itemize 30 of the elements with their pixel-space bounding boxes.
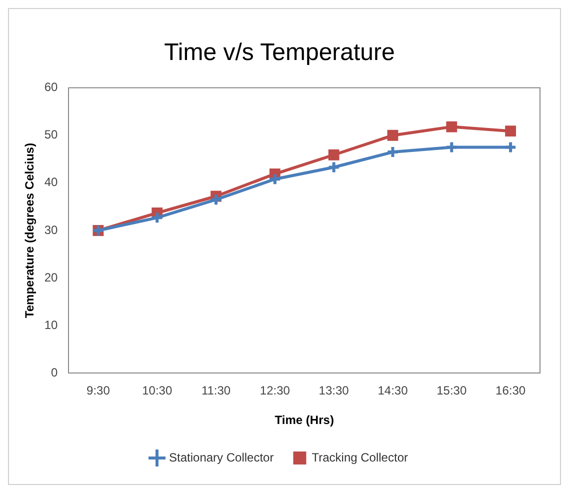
y-tick-label: 30 xyxy=(44,222,58,237)
x-tick-label: 11:30 xyxy=(201,384,231,398)
chart-title: Time v/s Temperature xyxy=(164,39,395,66)
x-tick-label: 15:30 xyxy=(436,384,467,398)
point xyxy=(386,146,400,159)
point xyxy=(150,211,164,224)
point xyxy=(505,126,516,137)
x-axis-title: Time (Hrs) xyxy=(274,413,334,428)
y-tick-label: 60 xyxy=(44,80,58,94)
point xyxy=(446,121,458,132)
point xyxy=(327,160,340,174)
y-tick-label: 10 xyxy=(44,318,58,332)
y-tick-label: 40 xyxy=(44,175,58,190)
legend-label: Stationary Collector xyxy=(169,450,274,464)
point xyxy=(268,172,282,186)
x-tick-label: 10:30 xyxy=(142,384,172,398)
y-tick-label: 20 xyxy=(44,270,58,284)
x-tick-label: 16:30 xyxy=(496,384,526,398)
y-tick-label: 50 xyxy=(44,128,58,142)
point xyxy=(328,149,340,160)
point xyxy=(445,140,458,154)
legend-label: Tracking Collector xyxy=(312,450,408,464)
point xyxy=(210,193,223,206)
point xyxy=(387,130,398,141)
x-tick-label: 14:30 xyxy=(378,384,408,398)
x-tick-label: 12:30 xyxy=(260,384,290,398)
x-tick-label: 13:30 xyxy=(318,384,350,398)
x-tick-label: 9:30 xyxy=(86,384,110,398)
y-tick-label: 0 xyxy=(51,366,58,380)
y-axis-title: Temperature (degrees Celcius) xyxy=(22,142,37,318)
